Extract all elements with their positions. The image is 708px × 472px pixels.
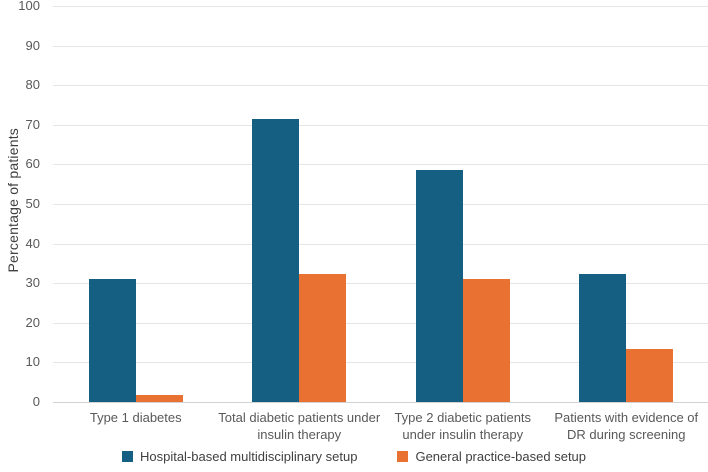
y-tick-label: 0 <box>32 394 40 409</box>
gridline <box>53 164 708 166</box>
y-tick-label: 30 <box>25 275 40 291</box>
y-tick-label: 60 <box>25 156 40 172</box>
legend-label: General practice-based setup <box>415 449 587 464</box>
legend-swatch-hospital <box>121 451 133 462</box>
y-tick-label: 50 <box>25 196 40 211</box>
x-category-label: Type 1 diabetes <box>89 410 182 425</box>
gridline <box>53 322 708 324</box>
legend-item: Hospital-based multidisciplinary setup <box>121 449 358 464</box>
bar-series1 <box>88 279 136 402</box>
bar-series1 <box>579 273 627 402</box>
y-tick-label: 80 <box>25 77 40 93</box>
y-tick-label: 40 <box>25 235 40 251</box>
gridline <box>53 362 708 364</box>
gridline <box>53 204 708 205</box>
legend: Hospital-based multidisciplinary setup Ge… <box>0 449 708 464</box>
gridline <box>53 243 708 245</box>
bar-series1 <box>252 118 300 402</box>
bar-series2 <box>299 274 347 402</box>
x-axis-line <box>53 402 708 403</box>
legend-swatch-general-practice <box>397 451 409 462</box>
y-tick-label: 100 <box>18 0 40 13</box>
legend-label: Hospital-based multidisciplinary setup <box>139 449 358 464</box>
bar-series2 <box>626 348 674 402</box>
x-category-label: Type 2 diabetic patients under insulin t… <box>394 410 532 442</box>
x-category-label: Total diabetic patients under insulin th… <box>218 410 381 442</box>
gridline <box>53 45 708 47</box>
gridline <box>53 283 708 285</box>
gridline <box>53 85 708 87</box>
y-tick-label: 90 <box>25 37 40 53</box>
y-tick-label: 10 <box>25 354 40 370</box>
gridline <box>53 6 708 7</box>
legend-item: General practice-based setup <box>397 449 586 464</box>
gridline <box>53 124 708 126</box>
bar-series2 <box>135 395 183 402</box>
bar-series1 <box>415 169 463 402</box>
x-category-label: Patients with evidence of DR during scre… <box>554 410 699 442</box>
y-tick-label: 70 <box>25 116 40 132</box>
y-tick-label: 20 <box>25 314 40 330</box>
bar-series2 <box>462 279 510 402</box>
